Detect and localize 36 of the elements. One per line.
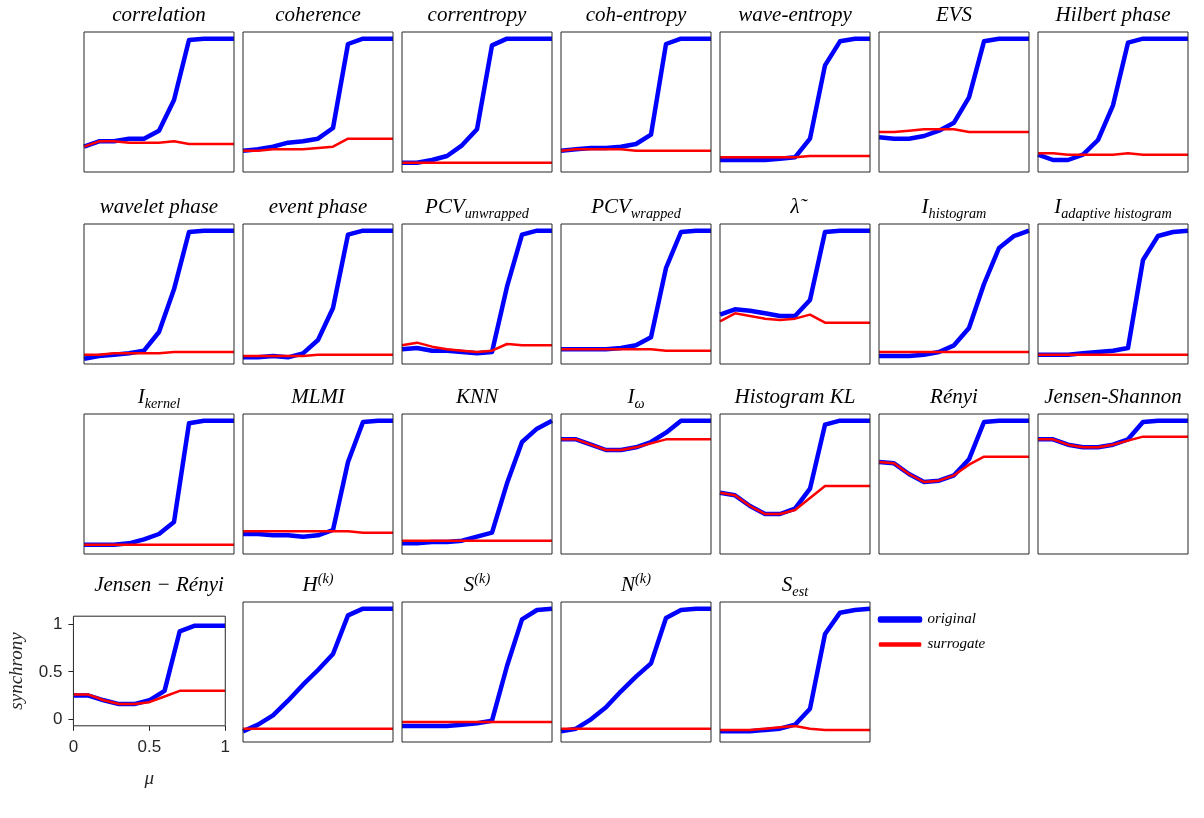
chart-title: Hilbert phase: [1054, 1, 1172, 28]
chart-title: EVS: [934, 1, 974, 28]
chart-title: λ̃: [789, 193, 809, 220]
y-tick-label: 0: [52, 708, 63, 728]
chart-title: correlation: [111, 1, 207, 28]
legend-label: surrogate: [927, 635, 986, 652]
chart-title: PCV$_{unwrapped}$: [424, 193, 530, 222]
chart-title: event phase: [267, 193, 369, 220]
chart-title: KNN: [455, 383, 500, 410]
chart-title: wave-entropy: [737, 1, 853, 28]
x-axis-title: μ: [143, 766, 155, 788]
chart-title: S$^{(k)}$: [462, 570, 492, 598]
chart-title: Jensen-Shannon: [1043, 383, 1183, 410]
y-tick-label: 1: [52, 614, 63, 634]
chart-title: I$_{kernel}$: [136, 383, 182, 412]
chart-title: N$^{(k)}$: [620, 570, 652, 598]
x-tick-label: 1: [220, 736, 231, 756]
chart-title: Jensen − Rényi: [93, 571, 225, 598]
chart-title: I$_{adaptive histogram}$: [1053, 193, 1173, 222]
chart-title: I$_{ω}$: [626, 383, 646, 412]
x-tick-label: 0: [68, 736, 79, 756]
chart-title: H$^{(k)}$: [301, 570, 335, 598]
chart-title: coherence: [274, 1, 362, 28]
y-tick-label: 0.5: [38, 661, 63, 681]
chart-title: wavelet phase: [98, 193, 220, 220]
chart-title: correntropy: [426, 1, 528, 28]
chart-title: PCV$_{wrapped}$: [590, 193, 682, 222]
chart-title: I$_{histogram}$: [920, 193, 988, 222]
y-axis-title: synchrony: [5, 631, 27, 710]
chart-title: coh-entropy: [584, 1, 688, 28]
chart-title: S$_{est}$: [780, 571, 810, 600]
chart-title: Rényi: [929, 383, 979, 410]
chart-title: MLMI: [290, 383, 347, 410]
legend-label: original: [927, 610, 976, 627]
x-tick-label: 0.5: [137, 736, 162, 756]
chart-title: Histogram KL: [733, 383, 857, 410]
